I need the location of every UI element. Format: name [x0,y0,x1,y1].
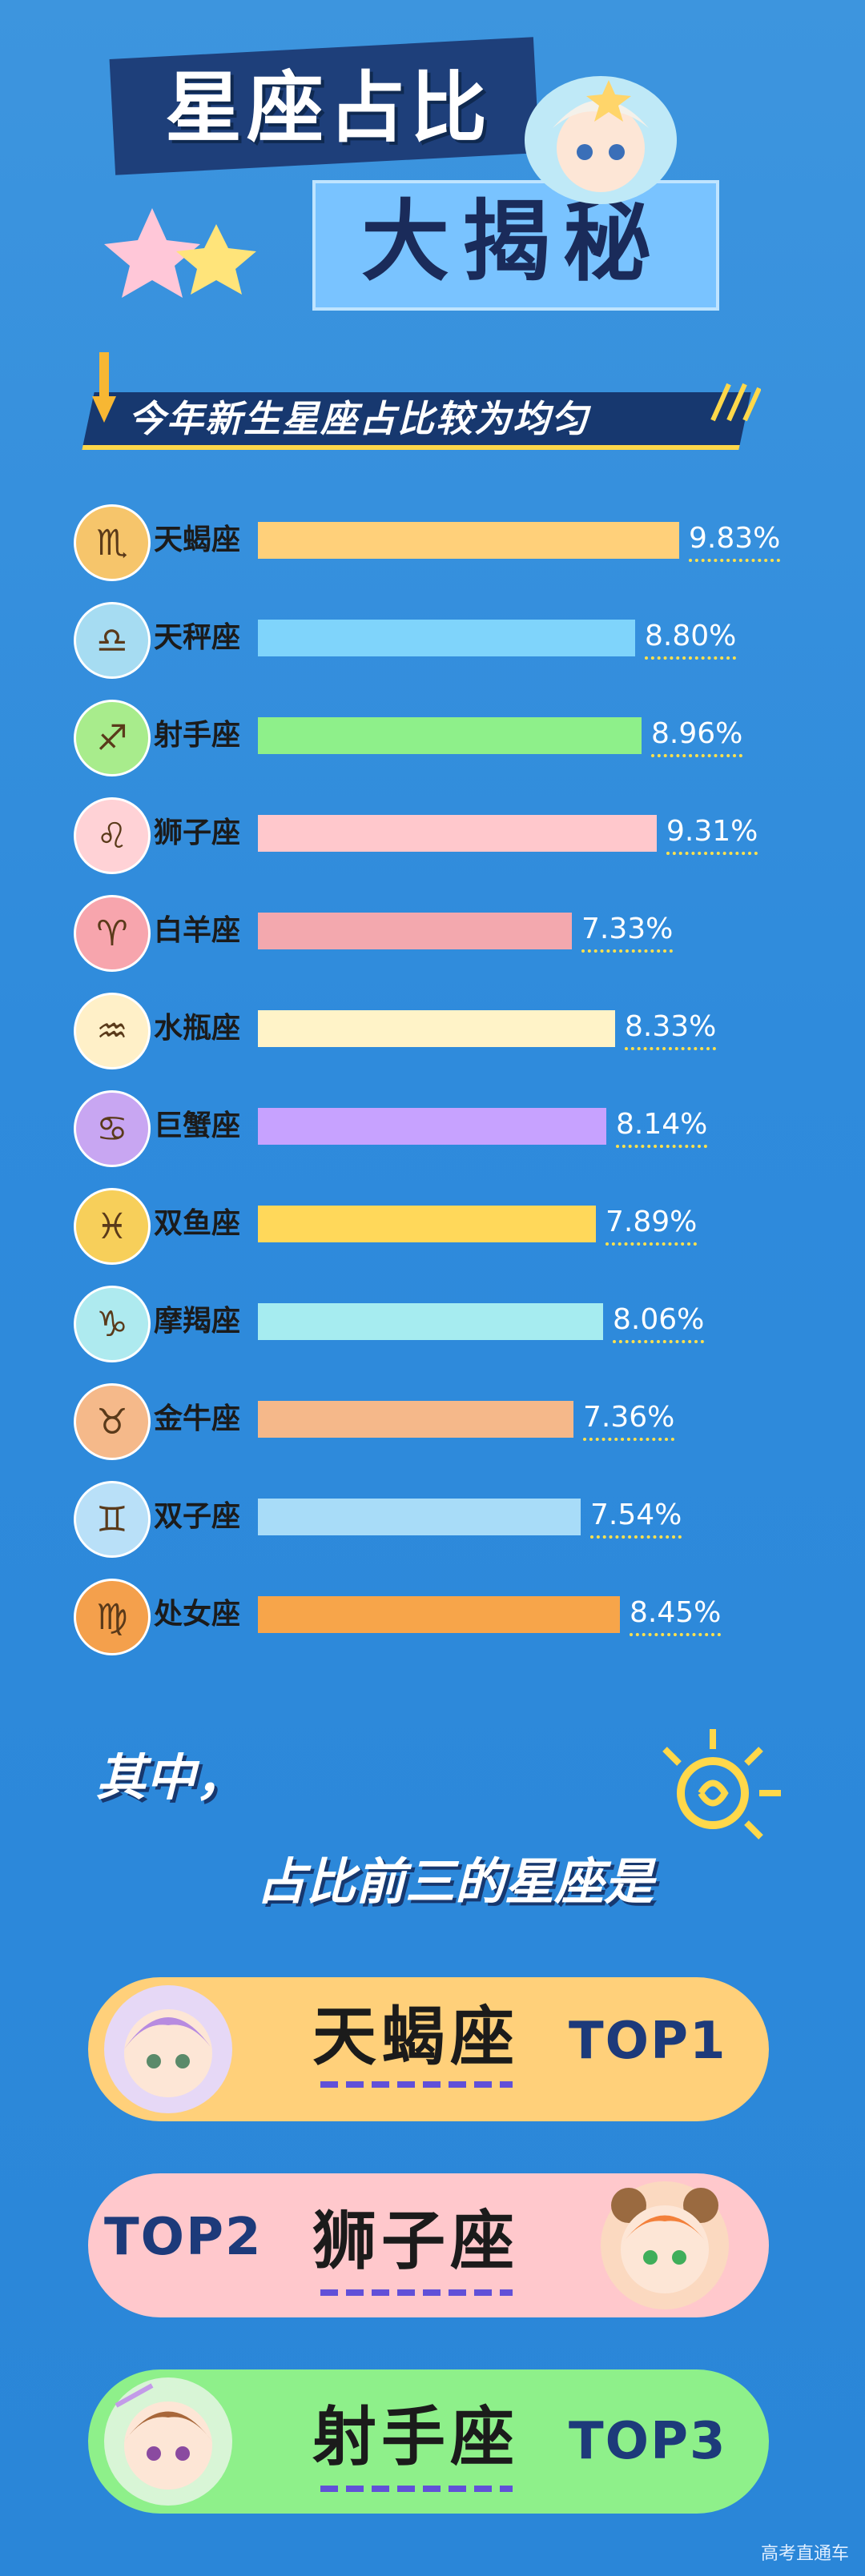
top3-name: 射手座 [312,2400,519,2474]
aquarius-icon: ♒ [74,993,151,1069]
value-label: 8.14% [616,1105,708,1148]
star-decoration-icon [104,208,256,298]
sun-doodle-icon [662,1729,781,1840]
aries-icon: ♈ [74,895,151,972]
girl-purple-hair-icon [124,2009,212,2097]
bar-巨蟹座 [258,1108,606,1145]
girl-brown-hair-icon [115,2383,212,2490]
highlight-line1: 其中， [96,1748,246,1807]
gemini-icon: ♊ [74,1481,151,1558]
category-label: 狮子座 [154,817,241,849]
bar-摩羯座 [258,1303,603,1340]
top2-underline [320,2289,513,2296]
bar-白羊座 [258,913,572,949]
top2-name: 狮子座 [312,2204,519,2278]
sagittarius-character-avatar [104,2377,232,2506]
bar-水瓶座 [258,1010,615,1047]
highlight-line2: 占比前三的星座是 [256,1852,654,1911]
zodiac-bar-chart: ♏ 天蝎座 9.83% ♎ 天秤座 8.80% ♐ 射手座 8.96% ♌ 狮子座 9.31% ♈ 白羊座… [74,504,781,1655]
leo-icon: ♌ [74,797,151,874]
scorpio-character-avatar [104,1985,232,2113]
sparkle-lines-icon [710,383,761,422]
value-label: 7.54% [590,1495,682,1539]
bar-处女座 [258,1596,620,1633]
arrow-down-icon [92,352,116,423]
boy-orange-hair-icon [611,2188,718,2293]
leo-character-avatar [601,2181,729,2309]
category-label: 摩羯座 [154,1305,241,1338]
bar-双子座 [258,1499,581,1535]
title2-background [312,180,719,311]
capricorn-icon: ♑ [74,1286,151,1362]
value-label: 9.83% [689,519,781,562]
bar-射手座 [258,717,642,754]
category-label: 水瓶座 [154,1012,241,1045]
top3-underline [320,2486,513,2492]
category-label: 双鱼座 [154,1207,241,1240]
top2-rank: TOP2 [104,2208,263,2267]
taurus-icon: ♉ [74,1383,151,1460]
page-title: 星座占比 [165,63,492,153]
top1-pill: 天蝎座 TOP1 [88,1977,769,2121]
page-title-2: 大揭秘 [361,191,664,293]
bar-天蝎座 [258,522,679,559]
value-label: 8.80% [645,616,737,660]
libra-icon: ♎ [74,602,151,679]
value-label: 8.06% [613,1300,705,1343]
watermark: 高考直通车 [760,2544,849,2564]
top3-rank: TOP3 [569,2412,727,2471]
chart-subtitle: 今年新生星座占比较为均匀 [128,397,589,440]
value-label: 7.36% [583,1398,675,1441]
category-label: 双子座 [154,1500,241,1533]
category-label: 天蝎座 [154,524,241,556]
bar-天秤座 [258,620,635,656]
value-label: 7.33% [581,909,674,953]
value-label: 8.96% [651,714,743,757]
value-label: 7.89% [606,1202,698,1246]
value-label: 8.33% [625,1007,717,1050]
top3-pill: 射手座 TOP3 [88,2369,769,2514]
pisces-icon: ♓ [74,1188,151,1265]
bar-狮子座 [258,815,657,852]
scorpio-icon: ♏ [74,504,151,581]
bar-金牛座 [258,1401,573,1438]
cancer-icon: ♋ [74,1090,151,1167]
top1-underline [320,2081,513,2088]
category-label: 射手座 [154,719,241,752]
top1-rank: TOP1 [569,2012,727,2071]
category-label: 天秤座 [154,621,241,654]
category-label: 巨蟹座 [154,1109,241,1142]
category-label: 白羊座 [154,914,241,947]
top1-name: 天蝎座 [312,2000,519,2074]
category-label: 处女座 [154,1598,241,1631]
value-label: 8.45% [630,1593,722,1636]
bar-双鱼座 [258,1206,596,1242]
value-label: 9.31% [666,812,758,855]
category-label: 金牛座 [154,1402,241,1435]
mascot-avatar-icon [525,76,677,204]
top2-pill: TOP2 狮子座 [88,2173,769,2317]
virgo-icon: ♍ [74,1579,151,1655]
sagittarius-icon: ♐ [74,700,151,776]
